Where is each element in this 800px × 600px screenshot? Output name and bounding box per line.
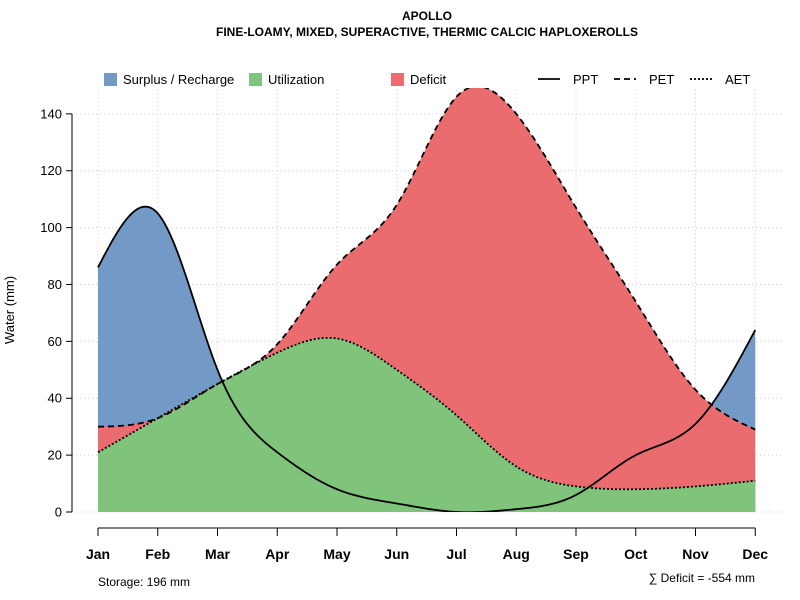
legend-swatch-surplus-recharge: [104, 73, 117, 86]
x-tick-label-aug: Aug: [503, 546, 530, 562]
x-tick-label-nov: Nov: [682, 546, 709, 562]
y-tick-label-140: 140: [40, 106, 62, 121]
legend-swatch-deficit: [391, 73, 404, 86]
x-tick-label-sep: Sep: [563, 546, 589, 562]
x-tick-label-jul: Jul: [446, 546, 466, 562]
x-tick-label-feb: Feb: [145, 546, 170, 562]
storage-note: Storage: 196 mm: [98, 575, 190, 589]
y-tick-label-0: 0: [55, 505, 62, 520]
chart-title: APOLLO: [402, 9, 452, 23]
legend-swatch-utilization: [249, 73, 262, 86]
x-tick-label-apr: Apr: [265, 546, 290, 562]
deficit-note: ∑ Deficit = -554 mm: [649, 571, 755, 585]
x-tick-label-mar: Mar: [205, 546, 230, 562]
x-tick-label-may: May: [323, 546, 350, 562]
chart-subtitle: FINE-LOAMY, MIXED, SUPERACTIVE, THERMIC …: [216, 25, 638, 39]
deficit-area: [98, 88, 756, 490]
x-tick-label-oct: Oct: [624, 546, 648, 562]
legend-label-utilization: Utilization: [268, 72, 324, 87]
series-line-ppt: [97, 205, 757, 512]
legend-label-aet: AET: [725, 72, 750, 87]
area-fills: [98, 88, 756, 512]
y-tick-label-100: 100: [40, 220, 62, 235]
axes: 0 20 40 60 80 100 120 140 Jan Feb Mar Apr May Jun Jul A…: [40, 106, 768, 562]
y-tick-label-120: 120: [40, 163, 62, 178]
legend-label-surplus-recharge: Surplus / Recharge: [123, 72, 234, 87]
series-line-aet: [97, 336, 756, 491]
x-tick-label-dec: Dec: [742, 546, 768, 562]
utilization-area: [98, 337, 756, 512]
y-tick-label-40: 40: [48, 391, 62, 406]
y-tick-label-80: 80: [48, 277, 62, 292]
y-axis-label: Water (mm): [2, 276, 17, 344]
x-tick-label-jan: Jan: [86, 546, 110, 562]
y-tick-label-60: 60: [48, 334, 62, 349]
series-lines: [97, 88, 757, 512]
legend-label-pet: PET: [649, 72, 674, 87]
y-tick-label-20: 20: [48, 448, 62, 463]
legend-label-ppt: PPT: [573, 72, 598, 87]
x-tick-label-jun: Jun: [384, 546, 409, 562]
legend: Surplus / Recharge Utilization Deficit PPT P…: [104, 72, 750, 87]
series-line-pet: [97, 88, 756, 431]
legend-label-deficit: Deficit: [410, 72, 447, 87]
